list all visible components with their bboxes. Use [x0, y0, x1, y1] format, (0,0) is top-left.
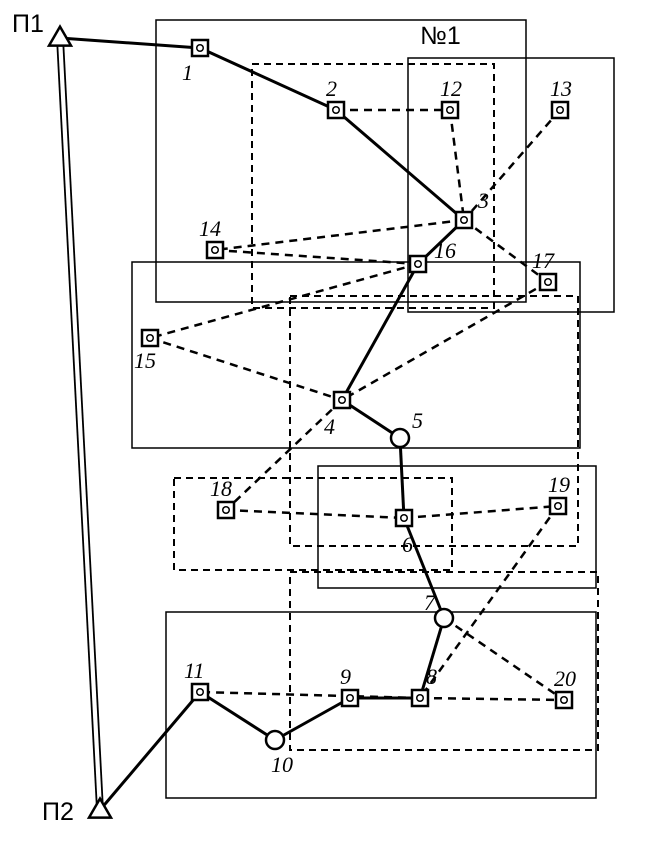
node-label: 15: [134, 348, 156, 373]
node-label: 5: [412, 408, 423, 433]
node-label: 9: [340, 664, 351, 689]
node-label: П2: [42, 798, 74, 826]
edge-solid: [200, 48, 336, 110]
node-label: 8: [426, 664, 437, 689]
node-square-dot: [198, 46, 203, 51]
node-label: П1: [12, 10, 44, 38]
edge-dashed: [150, 338, 342, 400]
node-label: 16: [434, 238, 456, 263]
node-square-dot: [198, 690, 203, 695]
edge-double: [57, 38, 97, 810]
node-square-dot: [213, 248, 218, 253]
edge-solid: [275, 698, 350, 740]
node-square-dot: [546, 280, 551, 285]
region-box-dashed: [290, 572, 598, 750]
node-label: 14: [199, 216, 221, 241]
region-boxes-dashed: [174, 64, 598, 750]
edge-solid: [342, 264, 418, 400]
node-label: 12: [440, 76, 462, 101]
region-box: [166, 612, 596, 798]
network-diagram: 1234567891011121314151617181920П1П2№1: [0, 0, 656, 858]
region-box: [408, 58, 614, 312]
node-label: 1: [182, 60, 193, 85]
node-label: 19: [548, 472, 570, 497]
node-circle: [435, 609, 453, 627]
node-circle: [266, 731, 284, 749]
edge-dashed: [150, 264, 418, 338]
node-label: 13: [550, 76, 572, 101]
node-square-dot: [418, 696, 423, 701]
edge-dashed: [215, 220, 464, 250]
edge-dashed: [420, 506, 558, 698]
node-square-dot: [224, 508, 229, 513]
node-label: 7: [424, 590, 436, 615]
node-label: 11: [184, 658, 204, 683]
edge-dashed: [420, 698, 564, 700]
node-label: 18: [210, 476, 232, 501]
node-label: 17: [532, 248, 555, 273]
edge-solid: [100, 692, 200, 810]
node-square-dot: [562, 698, 567, 703]
node-square-dot: [558, 108, 563, 113]
node-square-dot: [402, 516, 407, 521]
node-label: 4: [324, 414, 335, 439]
node-square-dot: [148, 336, 153, 341]
node-square-dot: [462, 218, 467, 223]
edge-dashed: [404, 506, 558, 518]
node-circle: [391, 429, 409, 447]
edge-solid: [60, 38, 200, 48]
node-label: 20: [554, 666, 576, 691]
edge-solid: [400, 438, 404, 518]
node-square-dot: [348, 696, 353, 701]
node-square-dot: [556, 504, 561, 509]
node-square-dot: [448, 108, 453, 113]
edge-dashed: [450, 110, 464, 220]
edge-solid: [200, 692, 275, 740]
node-label: 6: [402, 532, 413, 557]
region-label: №1: [420, 22, 461, 50]
node-square-dot: [334, 108, 339, 113]
edge-dashed: [342, 282, 548, 400]
node-label: 3: [477, 188, 489, 213]
node-triangle: [49, 27, 71, 46]
region-box: [132, 262, 580, 448]
edge-solid: [336, 110, 464, 220]
edges-double: [57, 38, 103, 810]
node-label: 10: [271, 752, 293, 777]
node-label: 2: [326, 76, 337, 101]
node-square-dot: [340, 398, 345, 403]
edge-dashed: [444, 618, 564, 700]
node-square-dot: [416, 262, 421, 267]
edge-double: [63, 38, 103, 810]
edge-dashed: [226, 510, 404, 518]
